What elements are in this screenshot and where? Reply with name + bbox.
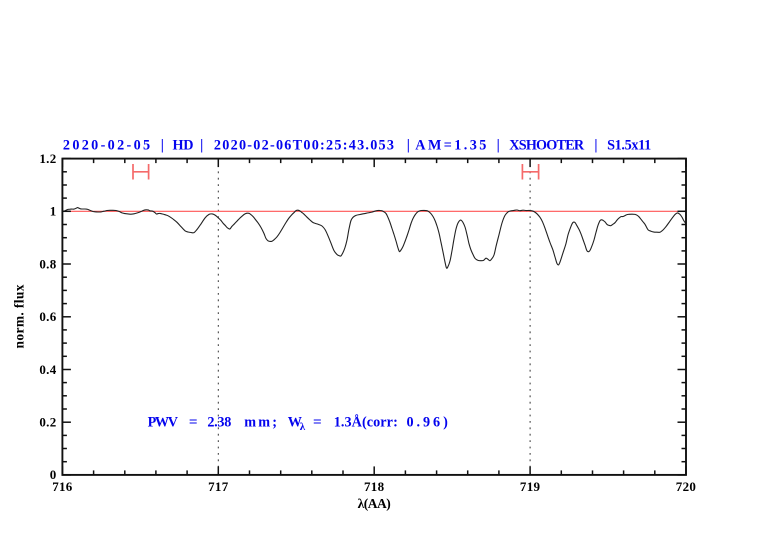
svg-text:AM=1.35: AM=1.35 — [415, 138, 486, 154]
svg-text:0.4: 0.4 — [39, 362, 56, 377]
svg-text:S1.5x11: S1.5x11 — [607, 138, 651, 154]
svg-text:|: | — [407, 138, 410, 154]
svg-text:2020-02-06T00:25:43.053: 2020-02-06T00:25:43.053 — [214, 138, 394, 154]
svg-text:719: 719 — [520, 479, 541, 494]
svg-text:1: 1 — [50, 204, 57, 219]
svg-text:=: = — [189, 415, 198, 431]
svg-text:|: | — [497, 138, 500, 154]
svg-text:0.96): 0.96) — [407, 415, 449, 431]
svg-text:0.6: 0.6 — [39, 309, 56, 324]
svg-text:mm;: mm; — [244, 415, 277, 431]
svg-text:λ: λ — [300, 421, 306, 433]
svg-text:0.8: 0.8 — [39, 256, 56, 271]
svg-text:0.2: 0.2 — [39, 415, 56, 430]
svg-text:PWV: PWV — [148, 415, 179, 431]
svg-text:XSHOOTER: XSHOOTER — [509, 138, 585, 154]
svg-text:720: 720 — [676, 479, 696, 494]
svg-text:=: = — [313, 415, 322, 431]
svg-text:2.38: 2.38 — [207, 415, 231, 431]
svg-text:718: 718 — [364, 479, 385, 494]
svg-text:λ(AA): λ(AA) — [358, 496, 391, 511]
svg-text:norm. flux: norm. flux — [12, 284, 27, 348]
svg-text:|: | — [594, 138, 597, 154]
svg-text:W: W — [288, 415, 302, 431]
svg-text:2020-02-05: 2020-02-05 — [63, 138, 150, 154]
svg-text:716: 716 — [52, 479, 73, 494]
svg-text:717: 717 — [208, 479, 229, 494]
svg-text:HD: HD — [173, 138, 194, 154]
svg-text:|: | — [161, 138, 164, 154]
svg-text:1.2: 1.2 — [39, 151, 56, 166]
svg-text:|: | — [200, 138, 203, 154]
svg-text:0: 0 — [50, 467, 57, 482]
svg-text:1.3Å(corr:: 1.3Å(corr: — [334, 415, 398, 431]
